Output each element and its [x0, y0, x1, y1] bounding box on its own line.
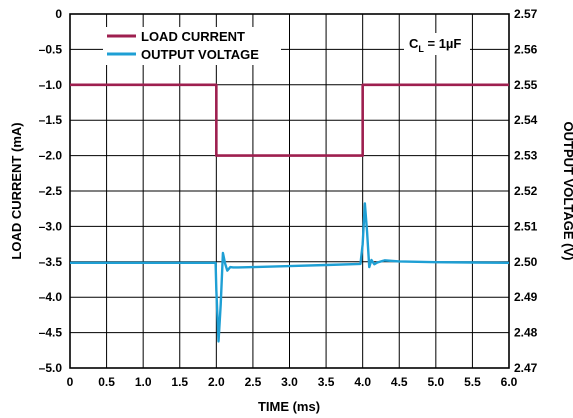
series-group	[70, 83, 510, 343]
y-left-tick-label: –3.0	[39, 219, 63, 233]
y-right-tick-labels: 2.57 2.56 2.55 2.54 2.53 2.52 2.51 2.50 2.49 2.48…	[514, 7, 538, 375]
x-axis-label: TIME (ms)	[258, 399, 320, 414]
x-tick-label: 5.5	[464, 375, 481, 389]
y-right-tick-label: 2.56	[514, 42, 538, 56]
y-right-tick-label: 2.52	[514, 184, 538, 198]
y-right-tick-label: 2.48	[514, 326, 538, 340]
y-left-tick-label: 0	[55, 7, 62, 21]
y-left-tick-label: –5.0	[39, 361, 63, 375]
y-right-tick-label: 2.54	[514, 113, 538, 127]
y-right-tick-label: 2.50	[514, 255, 538, 269]
y-left-tick-label: –2.5	[39, 184, 63, 198]
x-tick-label: 4.5	[391, 375, 408, 389]
plot-frame	[69, 13, 510, 369]
y-left-tick-labels: 0 –0.5 –1.0 –1.5 –2.0 –2.5 –3.0 –3.5 –4.0 –4.5 –5.…	[39, 7, 63, 375]
y-right-tick-label: 2.57	[514, 7, 538, 21]
x-tick-label: 3.0	[281, 375, 298, 389]
legend-label-load-current: LOAD CURRENT	[141, 29, 245, 44]
x-tick-label: 3.5	[318, 375, 335, 389]
y-right-axis-label: OUTPUT VOLTAGE (V)	[561, 122, 573, 261]
y-left-tick-label: –4.5	[39, 326, 63, 340]
y-right-tick-label: 2.55	[514, 78, 538, 92]
x-tick-label: 0	[67, 375, 74, 389]
y-right-tick-label: 2.51	[514, 219, 538, 233]
grid-lines	[70, 14, 509, 368]
legend-background	[103, 27, 281, 65]
x-tick-label: 6.0	[501, 375, 518, 389]
series-load-current	[70, 83, 509, 157]
y-left-tick-label: –0.5	[39, 42, 63, 56]
series-output-voltage	[70, 202, 510, 343]
x-tick-labels: 0 0.5 1.0 1.5 2.0 2.5 3.0 3.5 4.0 4.5 5.0 5.5 6.0	[67, 375, 518, 389]
y-left-tick-label: –1.5	[39, 113, 63, 127]
y-right-tick-label: 2.53	[514, 149, 538, 163]
x-tick-label: 1.0	[135, 375, 152, 389]
y-left-tick-label: –1.0	[39, 78, 63, 92]
x-tick-label: 1.5	[171, 375, 188, 389]
y-left-tick-label: –2.0	[39, 149, 63, 163]
x-tick-label: 5.0	[427, 375, 444, 389]
legend: LOAD CURRENT OUTPUT VOLTAGE	[103, 27, 281, 65]
x-tick-label: 2.5	[245, 375, 262, 389]
x-tick-label: 0.5	[98, 375, 115, 389]
capacitance-annotation-box: CL = 1µF	[404, 33, 470, 55]
capacitance-annotation: CL = 1µF	[409, 36, 461, 54]
annotation-background	[404, 33, 470, 55]
x-tick-label: 2.0	[208, 375, 225, 389]
legend-label-output-voltage: OUTPUT VOLTAGE	[141, 47, 259, 62]
y-left-axis-label: LOAD CURRENT (mA)	[9, 122, 24, 259]
x-tick-label: 4.0	[354, 375, 371, 389]
y-right-tick-label: 2.49	[514, 290, 538, 304]
y-left-tick-label: –3.5	[39, 255, 63, 269]
y-left-tick-label: –4.0	[39, 290, 63, 304]
y-right-tick-label: 2.47	[514, 361, 538, 375]
